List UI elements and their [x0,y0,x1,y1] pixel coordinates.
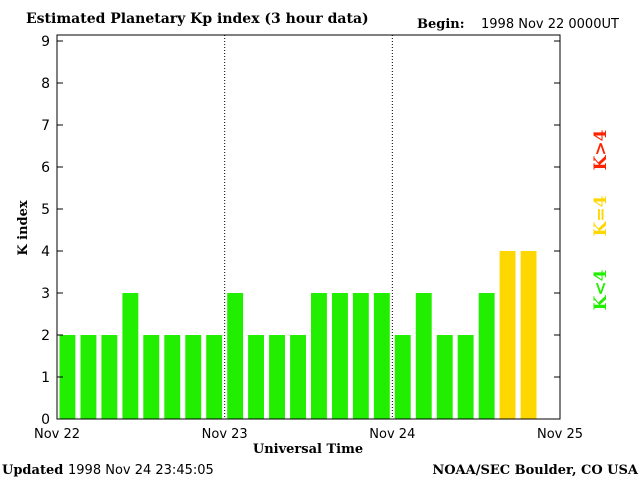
updated-label: Updated [2,463,63,478]
x-axis-title: Universal Time [253,442,363,457]
legend: K>4 K=4 K<4 [591,129,611,310]
y-tick-label: 5 [41,202,50,218]
chart-title: Estimated Planetary Kp index (3 hour dat… [26,11,369,27]
y-tick-label: 1 [41,370,50,386]
x-axis-day-labels: Nov 22 Nov 23 Nov 24 Nov 25 [34,427,583,442]
begin-label: Begin: [417,17,465,32]
kp-bar [457,335,474,419]
kp-bar [269,335,285,419]
y-axis-ticks: 0 1 2 3 4 5 6 7 8 9 [41,34,560,428]
kp-bar [415,293,432,419]
x-day-label: Nov 23 [202,427,248,442]
kp-bar [394,335,411,419]
kp-bar [206,335,223,419]
x-day-label: Nov 24 [369,427,415,442]
begin-value: 1998 Nov 22 0000UT [481,17,619,32]
kp-bar [164,335,181,419]
kp-bar [290,335,306,419]
credit-text: NOAA/SEC Boulder, CO USA [432,463,639,478]
bars-group [59,251,537,419]
kp-bar [520,251,537,419]
y-axis-title: K index [16,200,31,256]
x-day-label: Nov 25 [537,427,583,442]
kp-bar [143,335,160,419]
legend-item-k-gt-4: K>4 [591,129,611,170]
kp-bar [499,251,516,419]
kp-bar [227,293,244,419]
y-tick-label: 6 [41,160,50,176]
kp-bar [311,293,327,419]
y-tick-label: 9 [41,34,50,50]
kp-bar [373,293,390,419]
kp-bar [80,335,97,419]
day-separators [224,35,393,419]
legend-item-k-eq-4: K=4 [591,195,611,236]
kp-bar [59,335,76,419]
kp-bar [332,293,348,419]
kp-bar [122,293,139,419]
kp-bar [185,335,202,419]
kp-bar [478,293,495,419]
y-tick-label: 3 [41,286,50,302]
y-tick-label: 4 [41,244,50,260]
updated-value: 1998 Nov 24 23:45:05 [68,463,214,478]
legend-item-k-lt-4: K<4 [591,269,611,310]
y-tick-label: 2 [41,328,50,344]
y-tick-label: 0 [41,412,50,428]
kp-bar [436,335,453,419]
kp-bar [352,293,369,419]
y-tick-label: 8 [41,76,50,92]
plot-frame [56,34,561,420]
kp-bar [248,335,264,419]
y-tick-label: 7 [41,118,50,134]
kp-bar [101,335,118,419]
x-day-label: Nov 22 [34,427,80,442]
